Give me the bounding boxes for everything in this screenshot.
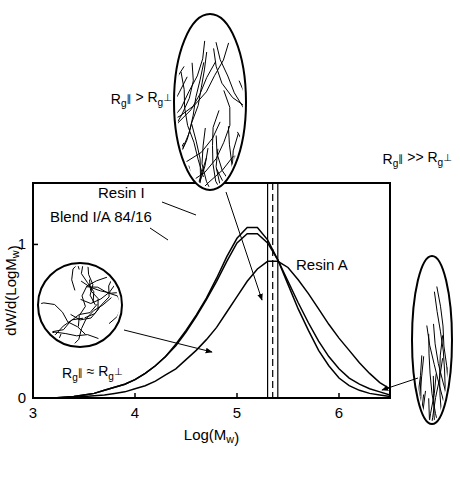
- arrow: [382, 378, 418, 390]
- y-tick: [33, 244, 38, 246]
- x-tick-label: 6: [335, 404, 343, 421]
- reference-line: [272, 183, 273, 398]
- coil-highly-stretched: [398, 256, 460, 504]
- y-axis-title: dW/d(LogMw): [2, 245, 22, 335]
- x-tick-label: 4: [131, 404, 139, 421]
- coil-isotropic: [14, 209, 144, 377]
- superscript: ⊥: [443, 152, 452, 163]
- arrow: [226, 192, 262, 300]
- series-label: Resin I: [98, 184, 145, 201]
- reference-line: [277, 183, 278, 398]
- annotation: Rg∥ > Rg⊥: [111, 89, 172, 109]
- subscript: w: [9, 250, 21, 259]
- annotation: Rg∥ >> Rg⊥: [383, 149, 452, 169]
- leader-line: [150, 228, 168, 240]
- reference-line: [267, 183, 268, 398]
- x-tick-label: 5: [233, 404, 241, 421]
- y-tick: [33, 397, 38, 399]
- superscript: ⊥: [163, 92, 172, 103]
- subscript: w: [225, 433, 234, 445]
- series-label: Resin A: [296, 256, 348, 273]
- chart: 345601Log(Mw)dW/d(LogMw)Resin IBlend I/A…: [0, 0, 460, 504]
- superscript: ⊥: [114, 366, 123, 377]
- series-label: Blend I/A 84/16: [50, 208, 152, 225]
- x-axis-title: Log(Mw): [184, 426, 239, 446]
- leader-line: [162, 202, 196, 215]
- annotation: Rg∥ ≈ Rg⊥: [62, 363, 123, 383]
- arrow: [124, 330, 212, 352]
- plot-frame: [33, 183, 390, 398]
- y-tick-label: 0: [18, 389, 26, 406]
- x-tick: [236, 393, 238, 398]
- x-tick: [134, 393, 136, 398]
- x-tick-label: 3: [29, 404, 37, 421]
- coil-stretched: [100, 14, 287, 263]
- x-tick: [338, 393, 340, 398]
